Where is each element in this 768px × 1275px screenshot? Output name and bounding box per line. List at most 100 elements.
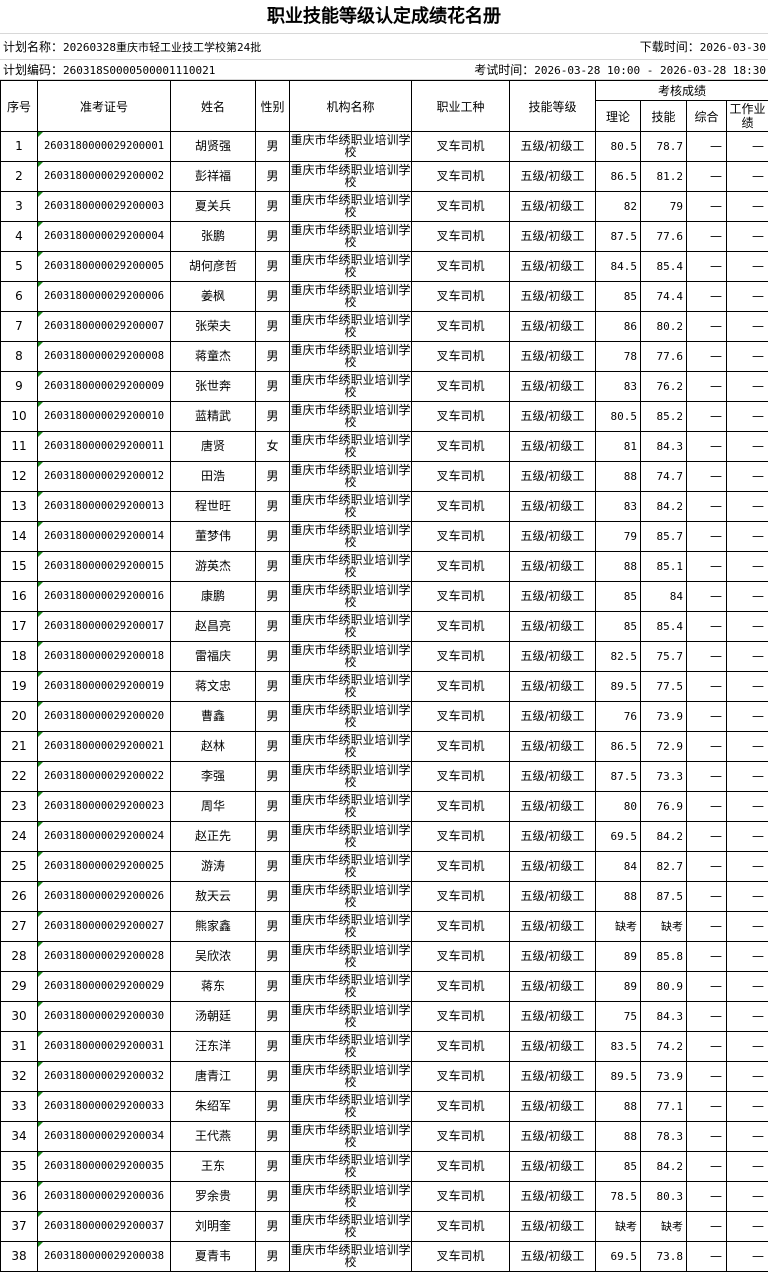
cell-overall: — xyxy=(686,401,727,432)
cell-id: 2603180000029200004 xyxy=(37,221,171,252)
cell-overall: — xyxy=(686,1121,727,1152)
cell-gender: 男 xyxy=(255,971,290,1002)
cell-org: 重庆市华绣职业培训学校 xyxy=(289,941,412,972)
cell-overall: — xyxy=(686,821,727,852)
cell-job: 叉车司机 xyxy=(411,731,510,762)
table-row: 38 2603180000029200038 夏青韦男重庆市华绣职业培训学校 叉车司机… xyxy=(0,1241,768,1272)
cell-theory: 89 xyxy=(595,941,641,972)
cell-name: 董梦伟 xyxy=(170,521,256,552)
cell-overall: — xyxy=(686,1181,727,1212)
cell-work: — xyxy=(725,251,768,282)
cell-gender: 男 xyxy=(255,611,290,642)
cell-job: 叉车司机 xyxy=(411,1211,510,1242)
cell-skill: 75.7 xyxy=(640,641,687,672)
cell-job: 叉车司机 xyxy=(411,971,510,1002)
cell-gender: 男 xyxy=(255,1151,290,1182)
cell-name: 赵正先 xyxy=(170,821,256,852)
cell-org: 重庆市华绣职业培训学校 xyxy=(289,1061,412,1092)
cell-work: — xyxy=(725,491,768,522)
cell-work: — xyxy=(725,941,768,972)
cell-job: 叉车司机 xyxy=(411,1151,510,1182)
cell-overall: — xyxy=(686,1091,727,1122)
cell-work: — xyxy=(725,821,768,852)
cell-gender: 男 xyxy=(255,221,290,252)
cell-job: 叉车司机 xyxy=(411,521,510,552)
cell-gender: 男 xyxy=(255,311,290,342)
cell-overall: — xyxy=(686,791,727,822)
cell-skill: 85.4 xyxy=(640,251,687,282)
table-row: 8 2603180000029200008 蒋童杰男重庆市华绣职业培训学校 叉车司机五… xyxy=(0,341,768,372)
cell-theory: 75 xyxy=(595,1001,641,1032)
cell-theory: 85 xyxy=(595,581,641,612)
cell-overall: — xyxy=(686,881,727,912)
cell-level: 五级/初级工 xyxy=(509,641,596,672)
cell-id: 2603180000029200016 xyxy=(37,581,171,612)
cell-id: 2603180000029200025 xyxy=(37,851,171,882)
cell-work: — xyxy=(725,611,768,642)
header-no: 序号 xyxy=(0,80,38,132)
cell-job: 叉车司机 xyxy=(411,131,510,162)
cell-work: — xyxy=(725,851,768,882)
score-table: 序号 准考证号 姓名 性别 机构名称 职业工种 技能等级 考核成绩 理论 技能 … xyxy=(0,80,768,1272)
cell-theory: 80 xyxy=(595,791,641,822)
cell-level: 五级/初级工 xyxy=(509,941,596,972)
cell-work: — xyxy=(725,581,768,612)
cell-job: 叉车司机 xyxy=(411,371,510,402)
cell-name: 熊家鑫 xyxy=(170,911,256,942)
cell-gender: 男 xyxy=(255,1001,290,1032)
cell-work: — xyxy=(725,281,768,312)
cell-level: 五级/初级工 xyxy=(509,1181,596,1212)
cell-skill: 84.2 xyxy=(640,491,687,522)
cell-gender: 男 xyxy=(255,191,290,222)
cell-id: 2603180000029200030 xyxy=(37,1001,171,1032)
cell-work: — xyxy=(725,1091,768,1122)
cell-gender: 女 xyxy=(255,431,290,462)
cell-name: 周华 xyxy=(170,791,256,822)
cell-job: 叉车司机 xyxy=(411,1181,510,1212)
cell-theory: 84.5 xyxy=(595,251,641,282)
cell-name: 王代燕 xyxy=(170,1121,256,1152)
plan-code-label: 计划编码： xyxy=(3,63,64,77)
cell-skill: 85.4 xyxy=(640,611,687,642)
cell-id: 2603180000029200015 xyxy=(37,551,171,582)
cell-work: — xyxy=(725,311,768,342)
cell-id: 2603180000029200026 xyxy=(37,881,171,912)
cell-id: 2603180000029200036 xyxy=(37,1181,171,1212)
cell-gender: 男 xyxy=(255,551,290,582)
cell-id: 2603180000029200022 xyxy=(37,761,171,792)
cell-overall: — xyxy=(686,851,727,882)
cell-no: 35 xyxy=(0,1151,38,1182)
cell-theory: 89.5 xyxy=(595,1061,641,1092)
cell-job: 叉车司机 xyxy=(411,701,510,732)
cell-level: 五级/初级工 xyxy=(509,611,596,642)
download-time-value: 2026-03-30 xyxy=(699,41,766,54)
cell-overall: — xyxy=(686,281,727,312)
cell-no: 28 xyxy=(0,941,38,972)
table-row: 13 2603180000029200013 程世旺男重庆市华绣职业培训学校 叉车司机… xyxy=(0,491,768,522)
cell-job: 叉车司机 xyxy=(411,461,510,492)
cell-work: — xyxy=(725,191,768,222)
cell-theory: 88 xyxy=(595,461,641,492)
cell-org: 重庆市华绣职业培训学校 xyxy=(289,671,412,702)
cell-overall: — xyxy=(686,161,727,192)
cell-overall: — xyxy=(686,671,727,702)
cell-skill: 84.2 xyxy=(640,1151,687,1182)
table-row: 37 2603180000029200037 刘明奎男重庆市华绣职业培训学校 叉车司机… xyxy=(0,1211,768,1242)
cell-name: 曹鑫 xyxy=(170,701,256,732)
table-row: 1 2603180000029200001 胡贤强男重庆市华绣职业培训学校 叉车司机五… xyxy=(0,131,768,162)
cell-no: 29 xyxy=(0,971,38,1002)
cell-level: 五级/初级工 xyxy=(509,911,596,942)
cell-overall: — xyxy=(686,581,727,612)
cell-job: 叉车司机 xyxy=(411,221,510,252)
cell-overall: — xyxy=(686,341,727,372)
cell-skill: 80.3 xyxy=(640,1181,687,1212)
cell-gender: 男 xyxy=(255,731,290,762)
cell-gender: 男 xyxy=(255,1121,290,1152)
header-job: 职业工种 xyxy=(411,80,510,132)
cell-name: 唐青江 xyxy=(170,1061,256,1092)
cell-theory: 78.5 xyxy=(595,1181,641,1212)
cell-gender: 男 xyxy=(255,821,290,852)
cell-name: 康鹏 xyxy=(170,581,256,612)
cell-no: 24 xyxy=(0,821,38,852)
cell-job: 叉车司机 xyxy=(411,1091,510,1122)
